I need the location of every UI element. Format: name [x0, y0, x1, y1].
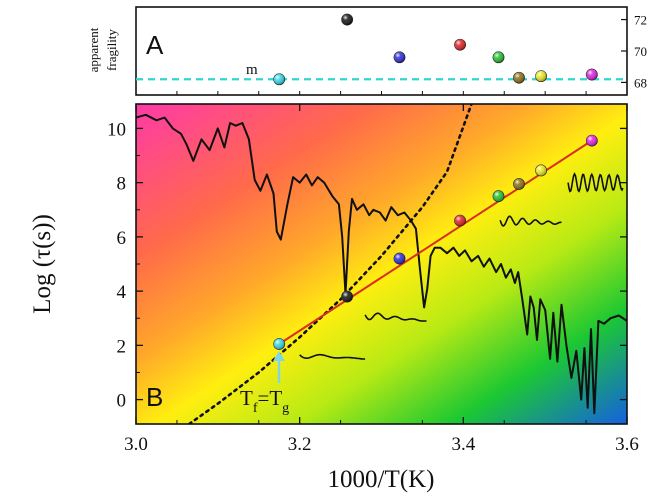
- tau-point-5: [492, 190, 505, 203]
- fragility-point-1-shade: [273, 73, 285, 85]
- tau-point-8: [585, 134, 598, 147]
- dotted-equilibrium-curve: [187, 104, 473, 424]
- m-label: m: [246, 62, 258, 78]
- tau-point-2: [341, 290, 354, 303]
- b-ytick-label-5: 8: [117, 174, 127, 195]
- b-ytick-label-2: 2: [117, 336, 127, 357]
- panel-b: 3.0 3.2 3.4 3.6 0 2 4 6 8 10 B Tf=Tg 1000/T(K) Lo…: [29, 103, 639, 493]
- tf-sub: f: [253, 401, 258, 416]
- relaxation-inset-1: [299, 353, 366, 360]
- tf-tg-arrowhead: [273, 351, 285, 361]
- tau-point-5-shade: [492, 190, 505, 202]
- tau-point-6-shade: [513, 178, 525, 190]
- b-ytick-label-4: 6: [117, 228, 127, 249]
- b-ytick-label-6: 10: [107, 119, 126, 140]
- b-xtick-label-1: 3.0: [124, 434, 148, 455]
- relaxation-inset-4: [567, 172, 624, 193]
- panel-a-ylabel-line-2: fragility: [104, 29, 119, 71]
- fragility-point-6: [513, 71, 525, 84]
- panel-b-background: [136, 104, 627, 424]
- tf-base: T: [240, 386, 253, 410]
- panel-b-label: B: [146, 382, 163, 412]
- tau-point-3-shade: [393, 252, 406, 265]
- fragility-point-3-shade: [393, 51, 406, 63]
- tf-tg-label: Tf=Tg: [240, 386, 289, 416]
- b-ytick-label-1: 0: [117, 391, 127, 412]
- fragility-point-8: [585, 68, 598, 81]
- fragility-point-1: [273, 73, 286, 86]
- tau-point-8-shade: [586, 135, 598, 147]
- tg-sub: g: [282, 401, 289, 416]
- fragility-point-7: [535, 70, 547, 83]
- x-axis-title: 1000/T(K): [328, 466, 435, 493]
- tau-point-4: [454, 214, 466, 227]
- tau-point-4-shade: [454, 215, 466, 227]
- relaxation-inset-2: [364, 312, 427, 322]
- fragility-point-4: [454, 38, 466, 51]
- panel-a-frame: [135, 6, 628, 96]
- a-ytick-label-2: 70: [634, 44, 647, 59]
- tau-point-7-shade: [535, 164, 547, 177]
- panel-a: A apparent fragility m 68 70 72: [86, 6, 647, 96]
- b-ytick-label-3: 4: [117, 282, 127, 303]
- y-axis-title: Log (τ(s)): [29, 214, 56, 314]
- tau-point-2-shade: [341, 290, 353, 303]
- fragility-point-2-shade: [341, 13, 353, 26]
- tg-base: T: [269, 386, 282, 410]
- fragility-point-8-shade: [586, 68, 598, 81]
- fragility-point-5: [492, 51, 505, 64]
- energy-landscape-trace: [136, 113, 627, 415]
- tau-point-6: [513, 178, 525, 190]
- b-xtick-label-4: 3.6: [615, 434, 639, 455]
- tau-point-3: [393, 252, 406, 265]
- fragility-point-5-shade: [492, 51, 505, 63]
- fragility-point-4-shade: [454, 39, 466, 51]
- fragility-point-2: [341, 13, 354, 26]
- a-ytick-label-3: 72: [634, 13, 647, 28]
- fragility-point-3: [393, 51, 406, 64]
- tau-point-1-shade: [273, 338, 285, 350]
- fragility-point-7-shade: [535, 70, 547, 82]
- panel-a-label: A: [146, 30, 164, 60]
- b-xtick-label-3: 3.4: [451, 434, 475, 455]
- b-xtick-label-2: 3.2: [288, 434, 312, 455]
- a-ytick-label-1: 68: [634, 75, 647, 90]
- fragility-point-6-shade: [513, 72, 525, 84]
- tf-eq: =: [258, 386, 270, 410]
- panel-a-ylabel-line-1: apparent: [86, 27, 101, 72]
- tau-point-7: [535, 164, 547, 177]
- relaxation-inset-3: [499, 215, 562, 227]
- tau-point-1: [273, 338, 286, 350]
